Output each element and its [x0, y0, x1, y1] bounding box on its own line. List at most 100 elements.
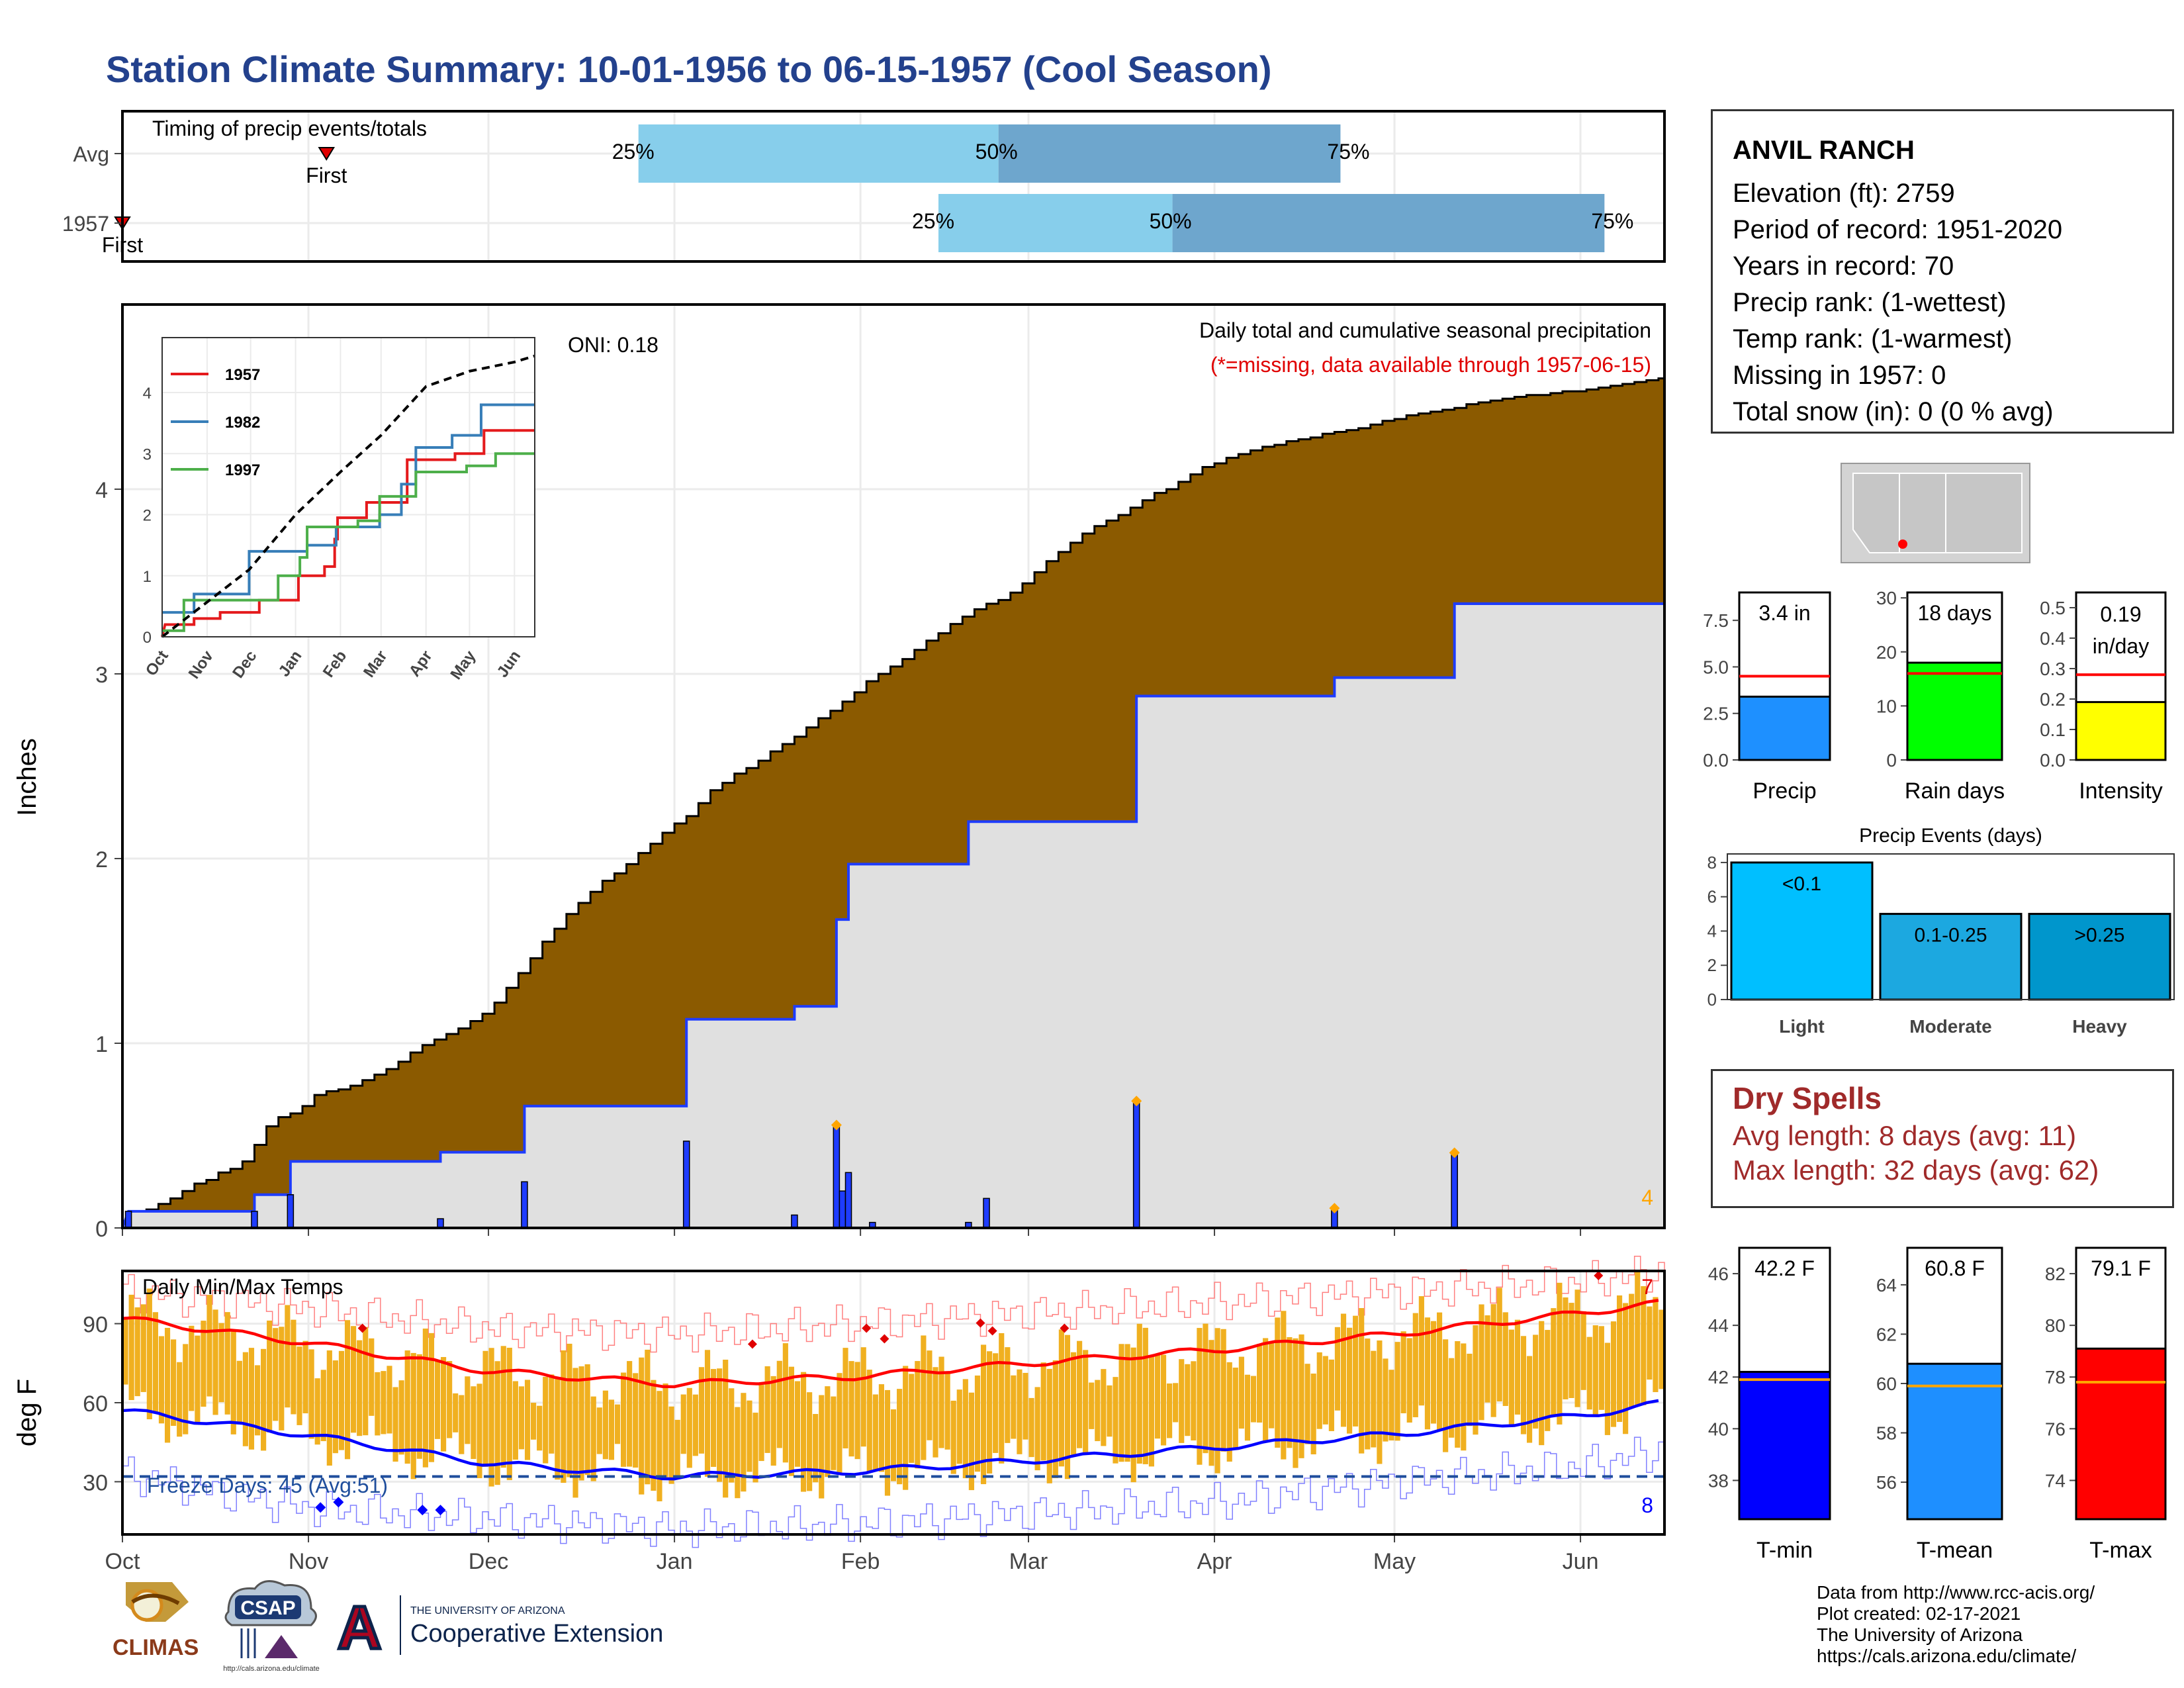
daily-temp-bar	[224, 1312, 230, 1415]
precip-events-category-label: Light	[1779, 1016, 1824, 1037]
daily-temp-bar	[410, 1352, 416, 1479]
daily-temp-bar	[326, 1350, 332, 1466]
daily-temp-bar	[729, 1388, 735, 1483]
daily-temp-bar	[698, 1367, 705, 1454]
daily-temp-bar	[1443, 1339, 1449, 1452]
freeze-days-label: Freeze Days: 45 (Avg:51)	[147, 1474, 388, 1497]
daily-temp-bar	[1580, 1311, 1586, 1390]
heavy-precip-marker	[1131, 1096, 1142, 1107]
tmin_box-ytick-label: 38	[1708, 1470, 1729, 1491]
daily-temp-bar	[741, 1393, 747, 1492]
credit-data-source: Data from http://www.rcc-acis.org/	[1817, 1582, 2095, 1603]
daily-temp-bar	[668, 1406, 674, 1484]
daily-temp-bar	[872, 1394, 878, 1472]
daily-temp-bar	[1208, 1340, 1214, 1466]
daily-temp-bar	[1250, 1376, 1257, 1423]
daily-temp-bar	[620, 1372, 627, 1467]
heavy-precip-marker	[1449, 1147, 1460, 1158]
heavy-precip-marker	[831, 1119, 842, 1131]
inset-legend-label: 1997	[225, 461, 260, 479]
daily-temp-bar	[555, 1378, 561, 1480]
daily-temp-bar	[794, 1381, 801, 1467]
daily-temp-bar	[633, 1373, 639, 1468]
daily-temp-bar	[1052, 1360, 1058, 1478]
daily-temp-bar	[1455, 1341, 1461, 1448]
daily-temp-bar	[1275, 1317, 1281, 1448]
daily-temp-bar	[1616, 1295, 1623, 1423]
month-tick-label: Dec	[469, 1549, 508, 1574]
daily-temp-bar	[477, 1383, 482, 1479]
dry-spells-max: Max length: 32 days (avg: 62)	[1733, 1154, 2099, 1186]
rain_days-ytick-label: 30	[1876, 588, 1897, 608]
precip-events-category-label: Heavy	[2072, 1016, 2127, 1037]
daily-temp-bar	[1287, 1336, 1293, 1448]
daily-temp-bar	[704, 1350, 711, 1477]
daily-temp-bar	[1244, 1374, 1251, 1441]
daily-temp-bar	[206, 1295, 212, 1397]
daily-temp-bar	[302, 1340, 308, 1414]
record-low-marker	[315, 1502, 326, 1513]
daily-temp-bar	[422, 1329, 428, 1468]
daily-temp-bar	[590, 1396, 596, 1481]
daily-temp-bar	[1484, 1315, 1490, 1403]
record-high-count-label: 7	[1641, 1275, 1653, 1299]
precip-count-label: 4	[1641, 1186, 1653, 1209]
tmax_box-ytick-label: 80	[2045, 1315, 2066, 1336]
daily-temp-bar	[645, 1349, 651, 1485]
daily-temp-bar	[428, 1333, 435, 1462]
station-snow: Total snow (in): 0 (0 % avg)	[1733, 397, 2054, 426]
daily-temp-bar	[537, 1405, 543, 1451]
locator-map	[1841, 463, 2030, 563]
daily-temp-bar	[158, 1336, 165, 1424]
daily-temp-bar	[465, 1376, 471, 1444]
month-tick-label: May	[1373, 1549, 1416, 1574]
daily-temp-bar	[596, 1407, 602, 1454]
station-elevation: Elevation (ft): 2759	[1733, 179, 1955, 208]
daily-temp-bar	[279, 1327, 285, 1430]
precip-events-bar-label: >0.25	[2075, 925, 2125, 947]
daily-temp-bar	[735, 1407, 741, 1499]
timing-panel-frame	[121, 110, 1666, 263]
daily-precip-bar	[287, 1194, 295, 1229]
daily-temp-bar	[578, 1366, 584, 1481]
precip-events-category-label: Moderate	[1909, 1016, 1991, 1037]
station-years: Years in record: 70	[1733, 252, 1954, 281]
daily-temp-bar	[993, 1353, 999, 1453]
daily-temp-bar	[285, 1305, 291, 1408]
precip_total-ytick-label: 0.0	[1703, 750, 1729, 771]
record-high-marker	[976, 1318, 985, 1328]
daily-temp-bar	[1028, 1397, 1034, 1458]
precip-ytick-label: 3	[95, 663, 108, 688]
inset-ytick-label: 1	[143, 568, 152, 586]
precip-events-bar-label: 0.1-0.25	[1914, 925, 1987, 947]
daily-temp-bar	[363, 1327, 369, 1436]
daily-temp-bar	[152, 1312, 158, 1413]
daily-temp-bar	[956, 1389, 962, 1464]
daily-temp-bar	[1635, 1270, 1641, 1407]
daily-precip-bar	[833, 1125, 841, 1229]
daily-temp-bar	[572, 1368, 578, 1498]
daily-temp-bar	[549, 1374, 555, 1454]
precip-panel-frame	[121, 303, 1666, 1229]
daily-temp-bar	[1359, 1308, 1365, 1454]
daily-temp-bar	[1179, 1359, 1185, 1443]
daily-temp-bar	[128, 1294, 134, 1401]
timing-panel-title: Timing of precip events/totals	[152, 117, 427, 140]
daily-temp-bar	[146, 1288, 152, 1420]
daily-temp-bar	[1604, 1342, 1610, 1435]
daily-temp-bar	[657, 1391, 662, 1501]
tmax_box-ytick-label: 78	[2045, 1367, 2066, 1387]
credit-url: https://cals.arizona.edu/climate/	[1817, 1646, 2077, 1666]
tmax_box-category-label: T-max	[2089, 1538, 2152, 1563]
month-tick-label: Feb	[841, 1549, 880, 1574]
daily-temp-bar	[1070, 1352, 1077, 1455]
daily-temp-bar	[1557, 1282, 1563, 1425]
daily-temp-bar	[866, 1370, 872, 1472]
daily-temp-bar	[854, 1362, 860, 1460]
daily-temp-bar	[915, 1361, 921, 1469]
logos: CLIMAS CSAP http://cals.arizona.edu/clim…	[113, 1580, 663, 1673]
daily-temp-bar	[1328, 1359, 1334, 1431]
daily-temp-bar	[1269, 1343, 1275, 1429]
month-tick-label: Jan	[657, 1549, 693, 1574]
daily-temp-bar	[1533, 1335, 1539, 1429]
